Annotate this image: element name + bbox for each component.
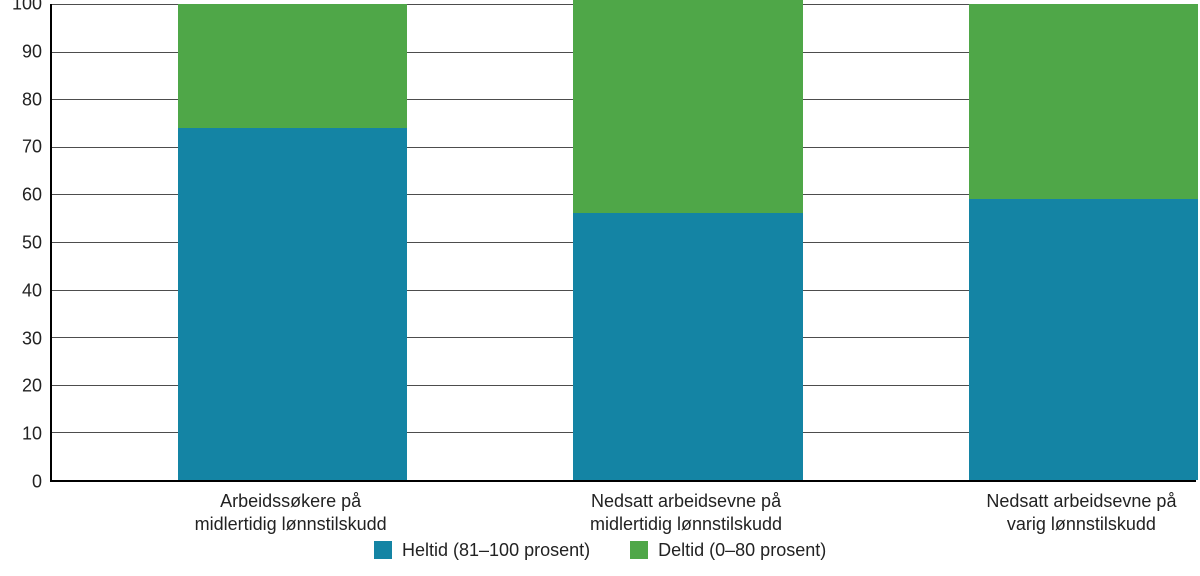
y-tick-label: 70 (0, 137, 42, 158)
x-category-label: Nedsatt arbeidsevne på varig lønnstilsku… (921, 490, 1200, 535)
y-tick-label: 0 (0, 472, 42, 493)
y-tick-label: 60 (0, 185, 42, 206)
y-tick-label: 30 (0, 328, 42, 349)
y-tick-label: 90 (0, 41, 42, 62)
bar-segment-heltid (178, 128, 407, 480)
bar-segment-heltid (573, 213, 802, 480)
bar-segment-deltid (969, 4, 1198, 199)
bar-group (178, 4, 407, 480)
bar-group (969, 4, 1198, 480)
y-tick-label: 100 (0, 0, 42, 15)
legend-swatch (630, 541, 648, 559)
legend: Heltid (81–100 prosent) Deltid (0–80 pros… (374, 540, 826, 561)
bar-segment-deltid (178, 4, 407, 128)
legend-swatch (374, 541, 392, 559)
y-tick-label: 50 (0, 233, 42, 254)
bar-group (573, 4, 802, 480)
y-tick-label: 80 (0, 89, 42, 110)
x-category-label: Nedsatt arbeidsevne på midlertidig lønns… (526, 490, 846, 535)
bar-segment-heltid (969, 199, 1198, 480)
legend-label: Heltid (81–100 prosent) (402, 540, 590, 561)
y-tick-label: 40 (0, 280, 42, 301)
legend-item-deltid: Deltid (0–80 prosent) (630, 540, 826, 561)
legend-item-heltid: Heltid (81–100 prosent) (374, 540, 590, 561)
bar-segment-deltid (573, 0, 802, 213)
y-tick-label: 20 (0, 376, 42, 397)
y-tick-label: 10 (0, 424, 42, 445)
x-category-label: Arbeidssøkere på midlertidig lønnstilsku… (131, 490, 451, 535)
plot-area (50, 4, 1196, 482)
legend-label: Deltid (0–80 prosent) (658, 540, 826, 561)
stacked-bar-chart: Heltid (81–100 prosent) Deltid (0–80 pros… (0, 0, 1200, 576)
